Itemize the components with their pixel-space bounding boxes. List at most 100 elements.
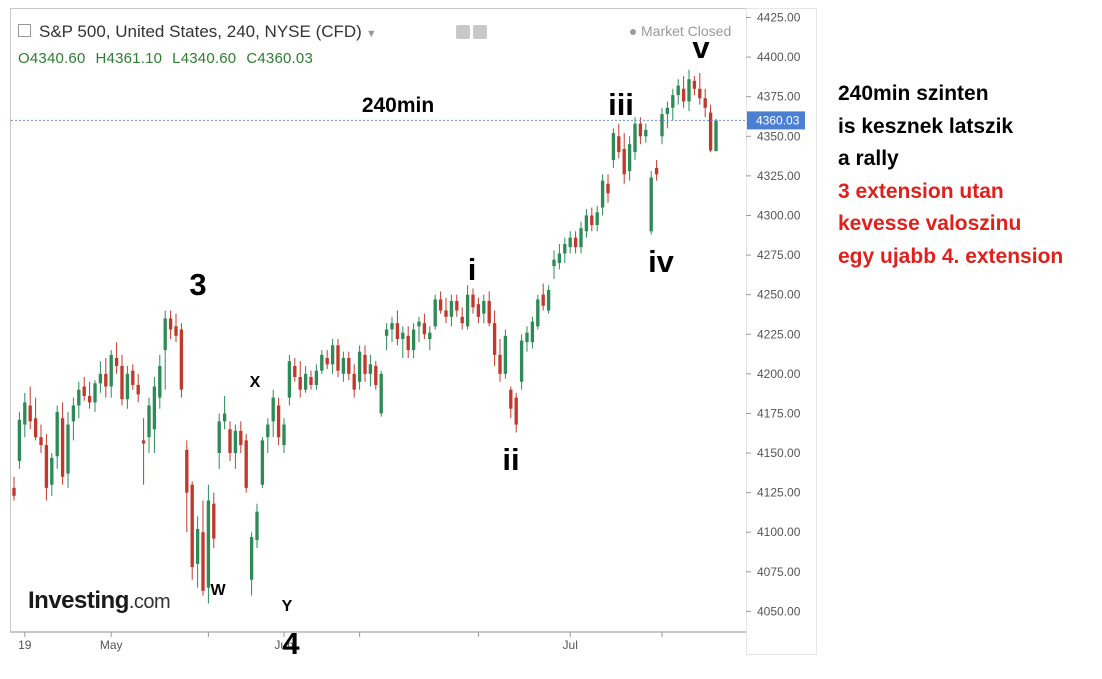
candle-body (330, 345, 335, 365)
y-tick-label: 4250.00 (757, 288, 801, 302)
candle (357, 345, 362, 390)
candle (482, 294, 486, 324)
candle (131, 364, 135, 390)
candle-body (87, 396, 92, 403)
candle (611, 128, 616, 168)
status-dot-icon (630, 29, 636, 36)
candle-body (590, 215, 594, 225)
candle (77, 381, 81, 419)
candle (606, 174, 610, 203)
candle-body (455, 300, 459, 311)
candle (298, 361, 302, 398)
candle-body (114, 358, 119, 366)
candle-body (82, 386, 86, 397)
candle (665, 101, 670, 129)
candle-body (195, 529, 200, 564)
candle-body (55, 411, 59, 457)
candle-body (573, 237, 578, 248)
candle (44, 434, 49, 501)
candle (212, 492, 216, 549)
candle (228, 421, 232, 461)
candle (514, 392, 518, 433)
candle (417, 316, 421, 343)
candle-body (417, 321, 421, 327)
candle-body (347, 358, 351, 374)
side-note: 240min szinten is kesznek latszik a rall… (838, 78, 1063, 273)
price-axis: 4425.00 4400.00 4375.00 4350.00 4325.00 4300.… (746, 11, 801, 618)
candle (363, 345, 367, 382)
candle-body (44, 445, 49, 488)
y-tick-label: 4225.00 (757, 327, 801, 341)
candle (217, 413, 221, 469)
candle (260, 437, 265, 488)
candle (114, 342, 119, 374)
candle-body (233, 430, 238, 454)
y-tick-label: 4050.00 (757, 604, 801, 618)
candle-body (206, 500, 211, 588)
collapse-toggle-icon[interactable] (18, 24, 31, 38)
candle-body (509, 389, 513, 409)
candle-body (401, 332, 405, 340)
wave-label: v (692, 30, 710, 65)
candle-body (654, 167, 659, 175)
candle-body (519, 340, 524, 382)
candle-body (579, 228, 583, 248)
candle-body (541, 294, 545, 306)
candle-body (617, 136, 621, 153)
candle (444, 297, 448, 324)
candle-body (514, 397, 518, 425)
candle-body (185, 449, 189, 493)
candle-body (384, 329, 389, 336)
note-line-red: egy ujabb 4. extension (838, 244, 1064, 268)
candle (158, 354, 162, 409)
candle (460, 307, 464, 330)
candle (714, 118, 718, 152)
candle-body (449, 300, 454, 317)
candle-body (546, 289, 551, 311)
current-price-label: 4360.03 (756, 113, 800, 127)
candle (687, 69, 691, 111)
candle-body (471, 294, 475, 308)
candle-body (633, 123, 637, 153)
chevron-down-icon[interactable]: ▼ (365, 28, 377, 40)
candle-body (341, 358, 346, 374)
candle-body (390, 323, 394, 330)
candle-body (276, 405, 281, 438)
candle-body (109, 354, 113, 387)
candle-body (244, 440, 248, 488)
wave-label: iv (648, 244, 675, 279)
chart-header[interactable]: S&P 500, United States, 240, NYSE (CFD) ▼ (18, 22, 377, 42)
gear-icon[interactable] (473, 25, 487, 39)
candle (82, 377, 86, 401)
candle (368, 354, 373, 387)
current-price-tag (747, 111, 805, 130)
candle-body (174, 326, 178, 336)
candle (33, 397, 38, 441)
y-tick-label: 4400.00 (757, 50, 801, 64)
candle (104, 358, 108, 398)
candle (422, 313, 427, 340)
x-tick-label: May (100, 638, 123, 652)
candle-body (379, 373, 383, 414)
ohlc-readout: O4340.60 H4361.10 L4340.60 C4360.03 (18, 50, 323, 67)
y-tick-label: 4350.00 (757, 129, 801, 143)
candle-body (228, 429, 232, 454)
candle-body (125, 373, 130, 400)
wave-label: iii (608, 87, 634, 122)
candle-body (293, 365, 297, 378)
candle (347, 351, 351, 381)
candle-body (698, 88, 702, 99)
candle (525, 326, 529, 352)
candle (330, 339, 335, 374)
candle-body (714, 120, 718, 152)
candle-body (158, 365, 162, 398)
y-tick-label: 4075.00 (757, 565, 801, 579)
note-line: is kesznek latszik (838, 114, 1014, 138)
candle-body (660, 114, 664, 137)
candle-body (239, 430, 243, 446)
ohlc-low: L4340.60 (172, 50, 237, 67)
eye-icon[interactable] (456, 25, 470, 39)
candle (179, 323, 184, 398)
candle-body (703, 98, 707, 108)
